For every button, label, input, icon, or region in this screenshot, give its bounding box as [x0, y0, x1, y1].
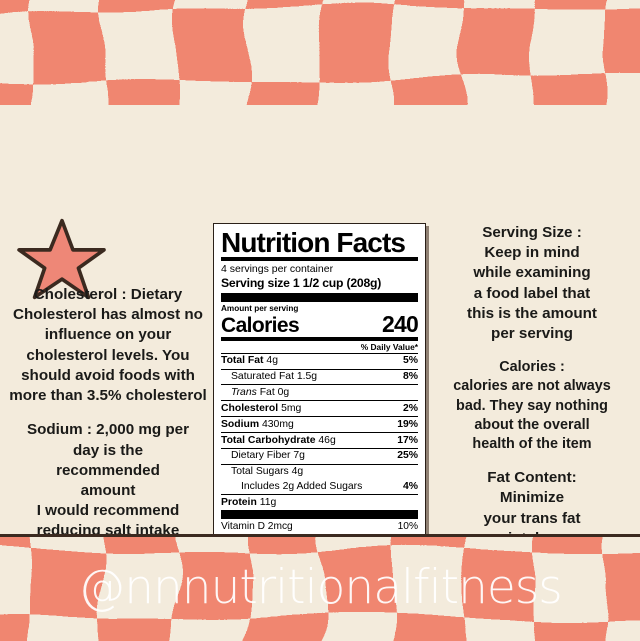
vitamin-name: Vitamin D 2mcg	[221, 521, 293, 533]
serving-size: Serving size 1 1/2 cup (208g)	[221, 276, 418, 302]
note-line: Cholesterol : Dietary	[33, 286, 183, 303]
checkerboard-pattern-bottom	[0, 537, 640, 641]
table-row: Protein 11g	[221, 495, 418, 520]
annotations-right: Serving Size : Keep in mind while examin…	[430, 223, 634, 549]
nutrient-amount: 11g	[259, 496, 277, 508]
nutrient-pct: 8%	[402, 371, 418, 383]
nutrient-name: Saturated Fat	[231, 371, 294, 383]
nutrient-pct: 4%	[402, 480, 418, 492]
nutrient-name: Total Carbohydrate	[221, 434, 316, 446]
nutrient-amount: 7g	[293, 450, 305, 462]
label-title: Nutrition Facts	[221, 229, 418, 261]
nutrient-amount: 46g	[318, 434, 336, 446]
note-line: recommended	[56, 461, 160, 479]
nutrient-pct: 2%	[402, 402, 418, 414]
note-line: more than 3.5% cholesterol	[9, 387, 207, 405]
cholesterol-note: Cholesterol : Dietary Cholesterol has al…	[8, 285, 208, 406]
note-line: day is the	[72, 441, 144, 459]
note-line: Calories :	[499, 359, 565, 376]
note-line: bad. They say nothing	[456, 397, 608, 414]
table-row: Cholesterol 5mg 2%	[221, 401, 418, 418]
table-row: Dietary Fiber 7g 25%	[221, 449, 418, 465]
table-row: Includes 2g Added Sugars 4%	[221, 479, 418, 496]
note-line: about the overall	[474, 416, 590, 433]
note-line: Cholesterol has almost no	[13, 306, 203, 324]
checkerboard-band-top	[0, 0, 640, 108]
table-row: Total Carbohydrate 46g 17%	[221, 433, 418, 449]
nutrient-amount: 4g	[266, 355, 278, 367]
table-row: Sodium 430mg 19%	[221, 417, 418, 433]
note-line: calories are not always	[453, 378, 611, 395]
note-line: should avoid foods with	[21, 366, 195, 384]
nutrient-amount: Fat 0g	[259, 387, 290, 399]
nutrient-amount: 1.5g	[296, 371, 318, 383]
note-line: per serving	[491, 325, 573, 343]
note-line: influence on your	[44, 326, 172, 344]
note-line: I would recommend	[36, 502, 180, 520]
nutrient-pct: 19%	[397, 418, 418, 430]
serving-size-note: Serving Size : Keep in mind while examin…	[430, 223, 634, 344]
checkerboard-band-bottom	[0, 534, 640, 641]
calories-label: Calories	[221, 313, 300, 337]
star-icon	[17, 218, 106, 300]
note-line: a food label that	[473, 284, 591, 302]
nutrient-name: Cholesterol	[221, 402, 279, 414]
nutrient-name: Includes 2g Added Sugars	[241, 480, 363, 492]
note-line: while examining	[473, 264, 591, 282]
nutrient-name: Dietary Fiber	[231, 450, 291, 462]
table-row: Total Sugars 4g	[221, 465, 418, 480]
note-line: Minimize	[499, 489, 565, 507]
note-line: amount	[80, 481, 136, 499]
calories-value: 240	[382, 310, 419, 337]
nutrient-name: Total Fat	[221, 355, 264, 367]
watermark-handle: @nnnutritionalfitness	[78, 560, 563, 615]
note-line: Sodium : 2,000 mg per	[26, 421, 190, 439]
note-line: cholesterol levels. You	[26, 346, 190, 364]
nutrient-amount: 5mg	[281, 402, 302, 414]
calories-row: Calories 240	[221, 310, 419, 341]
amount-per-serving-label: Amount per serving	[221, 303, 299, 313]
calories-note: Calories : calories are not always bad. …	[430, 358, 634, 454]
table-row: Trans Fat 0g	[221, 385, 418, 402]
daily-value-header: % Daily Value*	[221, 341, 418, 354]
servings-per-container: 4 servings per container	[221, 263, 334, 275]
nutrient-amount: 4g	[291, 466, 304, 478]
nutrient-pct: 17%	[397, 434, 418, 446]
content-area: Cholesterol : Dietary Cholesterol has al…	[0, 105, 640, 627]
nutrient-pct: 5%	[402, 355, 418, 367]
note-line: this is the amount	[467, 304, 597, 322]
table-row: Vitamin D 2mcg 10%	[221, 519, 418, 536]
note-line: Fat Content:	[487, 469, 577, 487]
table-row: Total Fat 4g 5%	[221, 354, 418, 370]
nutrient-name: Total Sugars	[231, 466, 289, 478]
note-line: your trans fat	[483, 509, 581, 527]
table-row: Saturated Fat 1.5g 8%	[221, 370, 418, 386]
nutrient-pct: 25%	[397, 450, 418, 462]
nutrient-amount: 430mg	[262, 418, 294, 430]
note-line: health of the item	[472, 435, 592, 452]
nutrient-name: Trans	[231, 387, 257, 399]
checkerboard-pattern-top	[0, 0, 640, 105]
vitamin-pct: 10%	[397, 521, 418, 533]
note-line: Serving Size :	[482, 224, 582, 241]
nutrient-name: Protein	[221, 496, 257, 508]
note-line: Keep in mind	[484, 244, 580, 262]
nutrient-name: Sodium	[221, 418, 260, 430]
